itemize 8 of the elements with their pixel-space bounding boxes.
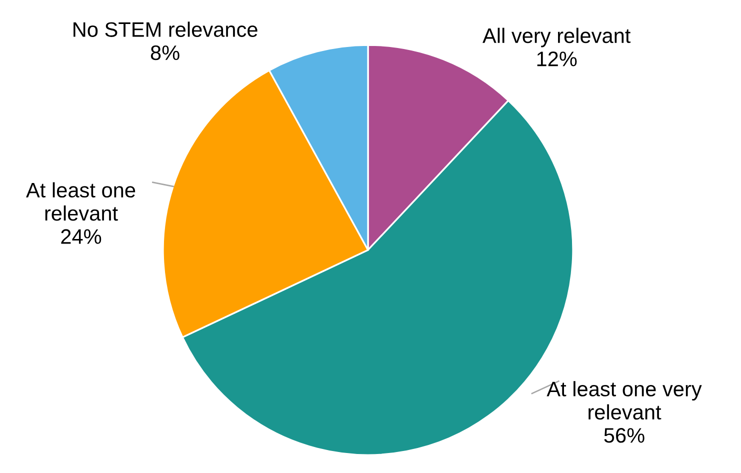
data-label: 56% <box>604 428 644 443</box>
slice-label: At least one very relevant <box>546 381 702 420</box>
slice-label: At least one relevant <box>26 182 136 221</box>
data-label: 8% <box>150 45 180 60</box>
slice-label: All very relevant <box>482 28 631 48</box>
data-label: 24% <box>61 229 102 244</box>
data-label: 12% <box>537 52 577 66</box>
slice-label: No STEM relevance <box>74 22 258 37</box>
